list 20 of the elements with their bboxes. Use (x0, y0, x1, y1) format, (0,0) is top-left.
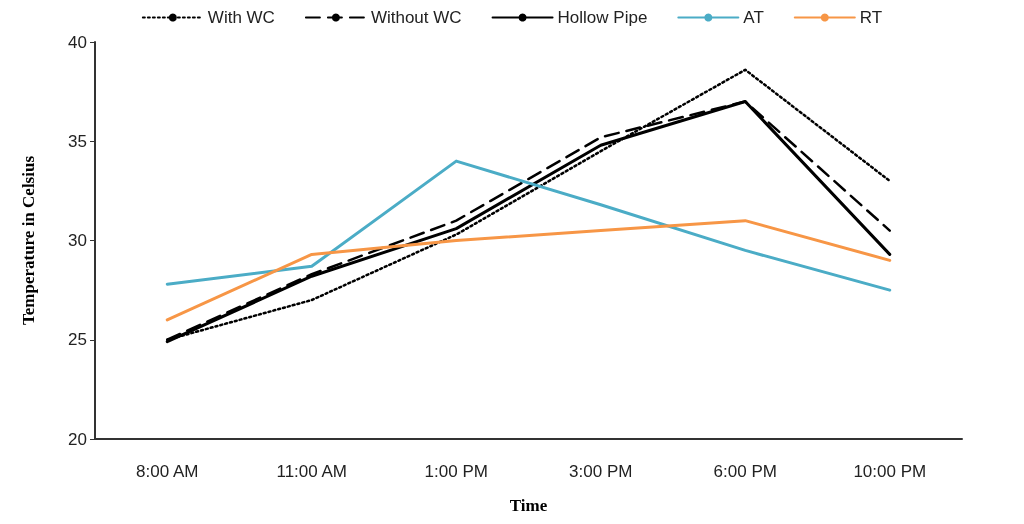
y-tick-label: 40 (68, 32, 87, 52)
y-tick-label: 25 (68, 330, 87, 350)
y-tick-label: 20 (68, 429, 87, 449)
x-tick-label: 10:00 PM (853, 462, 927, 481)
line-series (165, 159, 892, 292)
x-tick-label: 8:00 AM (136, 462, 199, 481)
x-tick-label: 1:00 PM (424, 462, 488, 481)
y-axis-title: Temperature in Celsius (19, 155, 38, 326)
x-tick-label: 11:00 AM (276, 462, 348, 481)
legend-label: AT (743, 8, 764, 27)
line-series (165, 219, 892, 322)
x-tick-label: 6:00 PM (713, 462, 777, 481)
legend-label: With WC (207, 8, 275, 27)
legend-label: Without WC (370, 8, 462, 27)
y-tick-label: 30 (68, 231, 87, 250)
legend-label: Hollow Pipe (557, 8, 648, 27)
x-tick-label: 3:00 PM (569, 462, 633, 481)
x-axis-title: Time (509, 496, 548, 515)
legend-label: RT (859, 8, 883, 27)
y-tick-label: 35 (68, 131, 87, 151)
